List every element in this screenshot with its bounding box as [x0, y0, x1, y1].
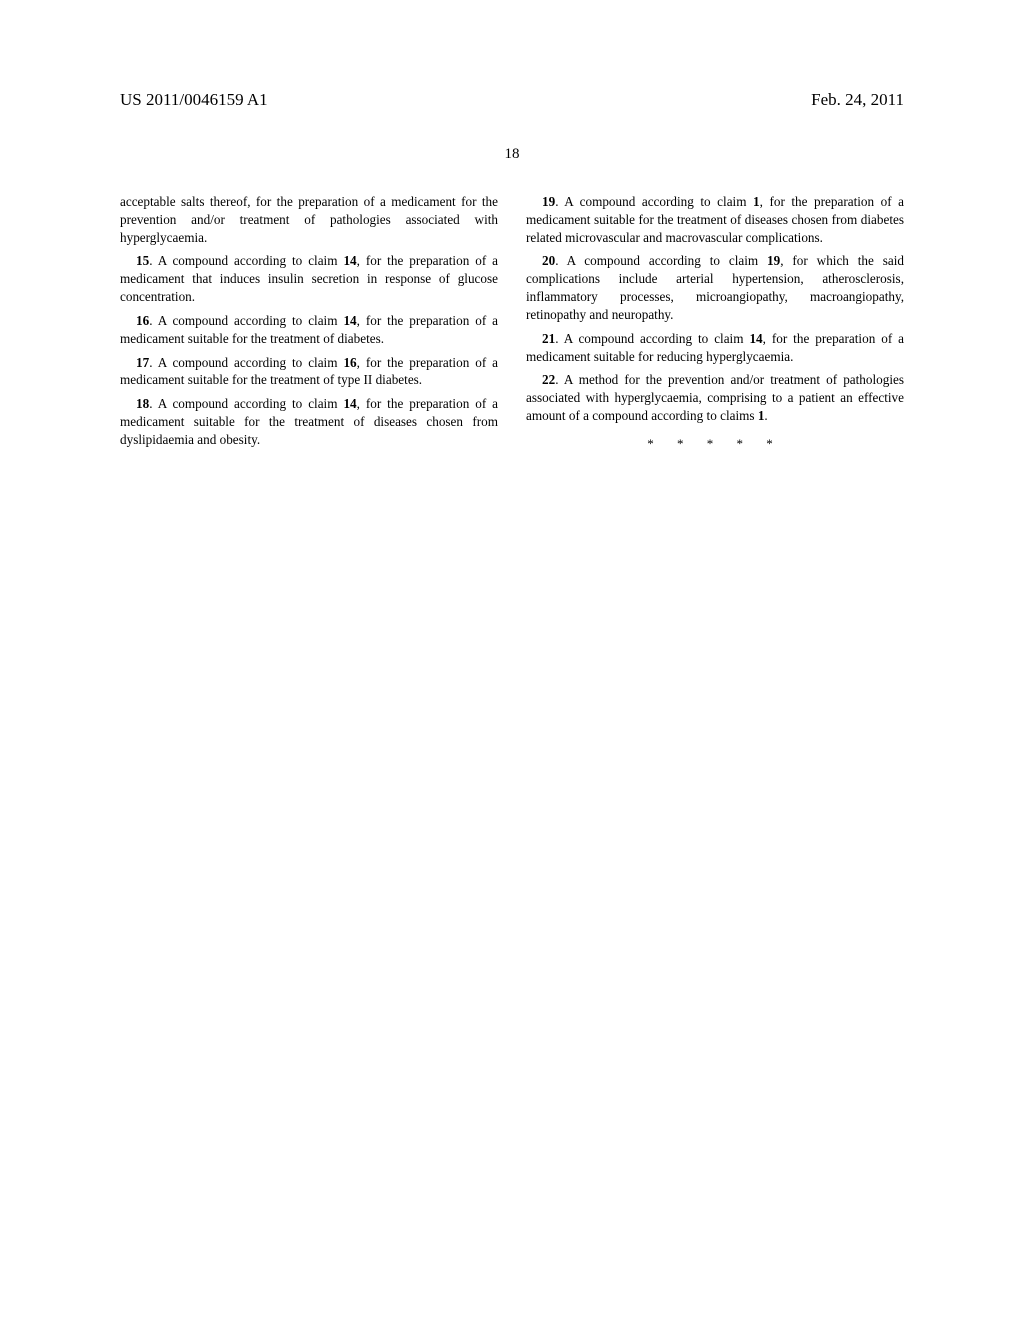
claim-text: . A compound according to claim: [149, 253, 343, 268]
page-number: 18: [0, 110, 1024, 193]
publication-number: US 2011/0046159 A1: [120, 90, 268, 110]
claim-21: 21. A compound according to claim 14, fo…: [526, 330, 904, 366]
claim-text: . A compound according to claim: [149, 355, 343, 370]
claim-16: 16. A compound according to claim 14, fo…: [120, 312, 498, 348]
claim-number: 16: [136, 313, 149, 328]
publication-date: Feb. 24, 2011: [811, 90, 904, 110]
claim-number: 17: [136, 355, 149, 370]
claim-19: 19. A compound according to claim 1, for…: [526, 193, 904, 246]
claim-ref: 19: [767, 253, 780, 268]
claim-18: 18. A compound according to claim 14, fo…: [120, 395, 498, 448]
page-header: US 2011/0046159 A1 Feb. 24, 2011: [0, 0, 1024, 110]
right-column: 19. A compound according to claim 1, for…: [526, 193, 904, 455]
claim-number: 19: [542, 194, 555, 209]
claim-number: 18: [136, 396, 149, 411]
claim-17: 17. A compound according to claim 16, fo…: [120, 354, 498, 390]
claim-text: . A compound according to claim: [555, 194, 753, 209]
claim-text: . A compound according to claim: [149, 396, 343, 411]
text-columns: acceptable salts thereof, for the prepar…: [0, 193, 1024, 455]
claim-ref: 14: [343, 313, 356, 328]
claim-number: 15: [136, 253, 149, 268]
claim-number: 20: [542, 253, 555, 268]
claim-fragment: acceptable salts thereof, for the prepar…: [120, 193, 498, 246]
claim-tail: .: [764, 408, 767, 423]
end-marks: * * * * *: [526, 435, 904, 453]
claim-text: . A method for the prevention and/or tre…: [526, 372, 904, 423]
left-column: acceptable salts thereof, for the prepar…: [120, 193, 498, 455]
claim-ref: 16: [343, 355, 356, 370]
claim-text: . A compound according to claim: [149, 313, 343, 328]
claim-number: 22: [542, 372, 555, 387]
claim-22: 22. A method for the prevention and/or t…: [526, 371, 904, 424]
claim-number: 21: [542, 331, 555, 346]
claim-15: 15. A compound according to claim 14, fo…: [120, 252, 498, 305]
claim-20: 20. A compound according to claim 19, fo…: [526, 252, 904, 323]
claim-ref: 14: [343, 396, 356, 411]
claim-ref: 14: [343, 253, 356, 268]
claim-ref: 1: [753, 194, 760, 209]
claim-ref: 14: [749, 331, 762, 346]
claim-text: . A compound according to claim: [555, 253, 767, 268]
claim-text: . A compound according to claim: [555, 331, 749, 346]
